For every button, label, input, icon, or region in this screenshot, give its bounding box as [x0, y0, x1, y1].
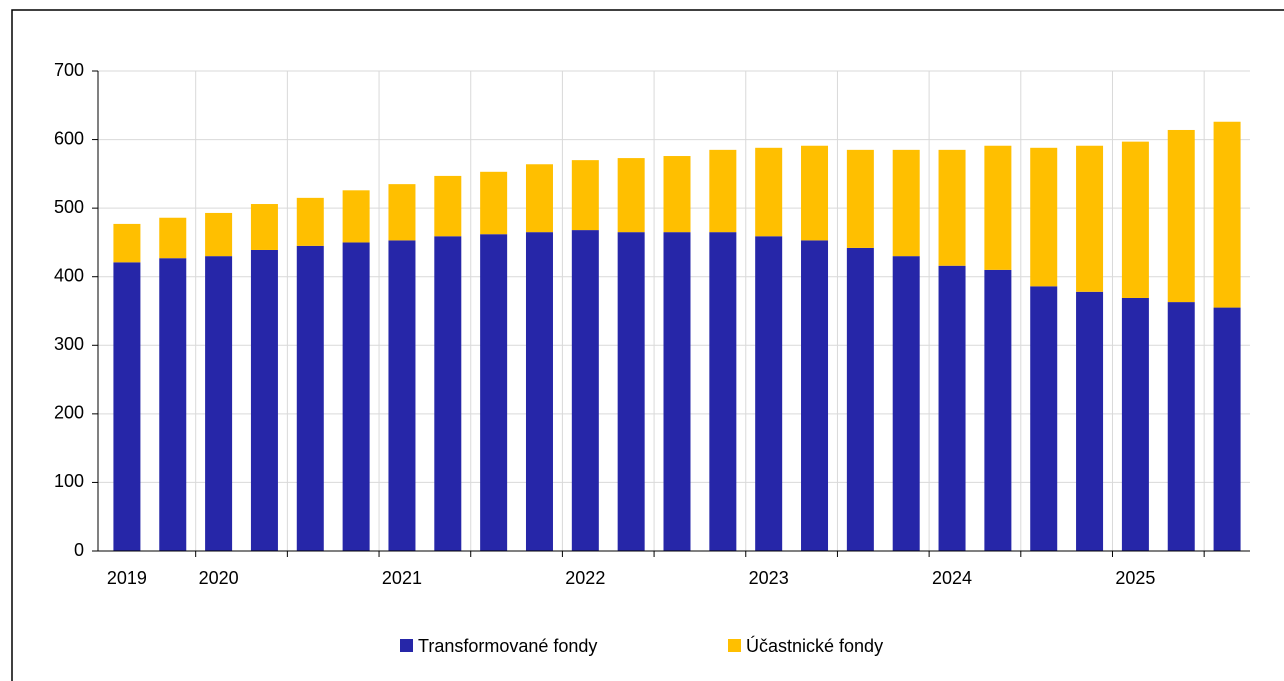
bar-segment	[525, 232, 553, 551]
bar-segment	[388, 184, 416, 241]
bar-segment	[801, 145, 829, 241]
x-tick-label: 2020	[199, 568, 239, 588]
bar-segment	[205, 256, 233, 551]
bar-segment	[1076, 145, 1104, 292]
bar-segment	[617, 158, 645, 233]
bar-segment	[480, 171, 508, 235]
bar-segment	[250, 249, 278, 551]
bar-segment	[984, 145, 1012, 270]
legend-swatch	[400, 639, 413, 652]
x-tick-label: 2025	[1115, 568, 1155, 588]
bar-segment	[709, 149, 737, 233]
x-tick-label: 2019	[107, 568, 147, 588]
y-tick-label: 200	[54, 403, 84, 423]
bar-segment	[1213, 121, 1241, 308]
bar-segment	[1076, 291, 1104, 551]
bar-segment	[892, 149, 920, 257]
y-tick-label: 100	[54, 471, 84, 491]
bar-segment	[984, 269, 1012, 551]
bar-segment	[571, 160, 599, 231]
bar-segment	[1030, 286, 1058, 551]
bar-segment	[938, 265, 966, 551]
bar-segment	[709, 232, 737, 551]
bar-segment	[663, 232, 691, 551]
bar-segment	[755, 236, 783, 551]
bar-segment	[801, 240, 829, 551]
bar-segment	[1213, 307, 1241, 551]
bar-segment	[1030, 147, 1058, 287]
bar-segment	[434, 236, 462, 551]
bar-segment	[113, 223, 141, 263]
y-tick-label: 600	[54, 128, 84, 148]
bar-segment	[205, 212, 233, 257]
bar-segment	[846, 149, 874, 248]
bar-segment	[1121, 297, 1149, 551]
bar-segment	[342, 190, 370, 243]
y-tick-label: 300	[54, 334, 84, 354]
bar-segment	[296, 245, 324, 551]
bar-segment	[846, 247, 874, 551]
bar-segment	[571, 230, 599, 552]
bar-segment	[296, 197, 324, 246]
bar-segment	[113, 262, 141, 551]
bar-segment	[342, 242, 370, 551]
bar-segment	[159, 258, 187, 551]
legend-label: Účastnické fondy	[746, 635, 883, 656]
bar-segment	[663, 156, 691, 233]
x-tick-label: 2024	[932, 568, 972, 588]
bar-segment	[1121, 141, 1149, 298]
y-tick-label: 500	[54, 197, 84, 217]
x-tick-label: 2021	[382, 568, 422, 588]
bar-segment	[1167, 302, 1195, 551]
bar-segment	[525, 164, 553, 233]
legend-swatch	[728, 639, 741, 652]
bar-segment	[159, 217, 187, 259]
bar-segment	[938, 149, 966, 266]
legend-label: Transformované fondy	[418, 636, 597, 656]
bar-segment	[617, 232, 645, 551]
y-tick-label: 0	[74, 540, 84, 560]
bar-segment	[1167, 129, 1195, 303]
bar-segment	[388, 240, 416, 551]
bar-segment	[480, 234, 508, 551]
bar-segment	[892, 256, 920, 551]
x-tick-label: 2022	[565, 568, 605, 588]
bar-segment	[434, 175, 462, 237]
y-tick-label: 700	[54, 60, 84, 80]
bar-segment	[250, 204, 278, 250]
y-tick-label: 400	[54, 265, 84, 285]
x-tick-label: 2023	[749, 568, 789, 588]
bar-segment	[755, 147, 783, 237]
